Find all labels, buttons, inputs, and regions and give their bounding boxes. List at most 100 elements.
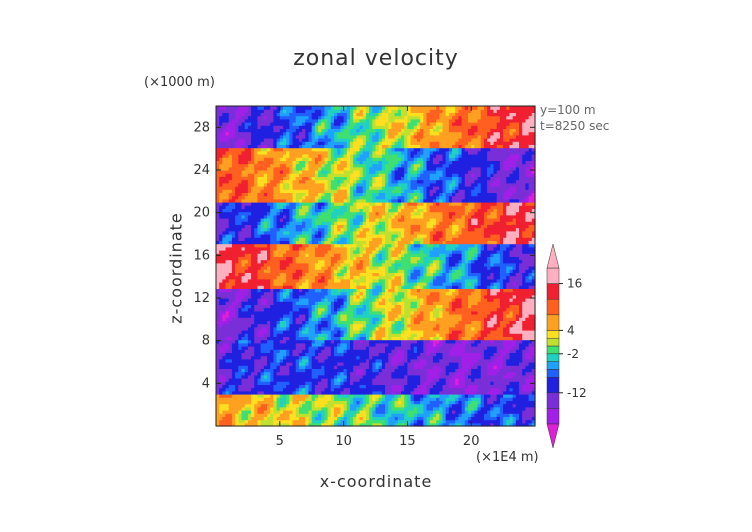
heatmap-cell: [286, 384, 290, 389]
heatmap-cell: [318, 266, 322, 270]
heatmap-cell: [318, 256, 322, 261]
heatmap-cell: [369, 144, 373, 149]
heatmap-cell: [260, 416, 265, 421]
heatmap-cell: [365, 371, 370, 376]
heatmap-cell: [359, 397, 364, 401]
heatmap-cell: [286, 285, 290, 289]
heatmap-cell: [267, 131, 271, 136]
heatmap-cell: [219, 368, 223, 373]
heatmap-cell: [372, 310, 377, 315]
heatmap-cell: [244, 227, 249, 232]
heatmap-cell: [225, 288, 230, 293]
heatmap-cell: [353, 109, 357, 113]
heatmap-cell: [314, 333, 319, 337]
heatmap-cell: [302, 122, 306, 126]
heatmap-cell: [314, 227, 319, 232]
heatmap-cell: [260, 266, 265, 270]
heatmap-cell: [356, 166, 361, 171]
heatmap-cell: [219, 266, 223, 270]
heatmap-cell: [270, 410, 275, 414]
heatmap-cell: [330, 214, 335, 219]
heatmap-cell: [238, 118, 243, 123]
heatmap-cell: [247, 294, 252, 299]
heatmap-cell: [254, 419, 259, 424]
heatmap-cell: [263, 358, 268, 363]
heatmap-cell: [324, 160, 329, 165]
heatmap-cell: [292, 355, 297, 360]
heatmap-cell: [279, 419, 284, 424]
heatmap-cell: [286, 163, 290, 168]
heatmap-cell: [346, 352, 351, 357]
heatmap-cell: [216, 154, 220, 158]
heatmap-cell: [244, 304, 249, 309]
heatmap-cell: [238, 202, 243, 206]
heatmap-cell: [311, 285, 316, 289]
heatmap-cell: [337, 285, 342, 289]
heatmap-cell: [372, 170, 377, 174]
heatmap-cell: [365, 166, 370, 171]
heatmap-cell: [251, 285, 255, 289]
heatmap-cell: [343, 170, 348, 174]
heatmap-cell: [231, 291, 236, 296]
heatmap-cell: [330, 141, 335, 145]
heatmap-cell: [308, 323, 313, 328]
heatmap-cell: [349, 349, 354, 353]
heatmap-cell: [369, 410, 373, 414]
heatmap-cell: [302, 301, 306, 305]
heatmap-cell: [295, 320, 300, 325]
heatmap-cell: [216, 266, 220, 270]
heatmap-cell: [270, 118, 275, 123]
heatmap-cell: [257, 294, 262, 299]
heatmap-cell: [289, 278, 294, 283]
heatmap-cell: [369, 214, 373, 219]
heatmap-cell: [251, 394, 255, 398]
heatmap-cell: [263, 173, 268, 177]
heatmap-cell: [305, 275, 310, 280]
heatmap-cell: [251, 413, 255, 417]
heatmap-cell: [286, 355, 290, 360]
heatmap-cell: [305, 182, 310, 187]
heatmap-cell: [314, 198, 319, 203]
heatmap-cell: [286, 368, 290, 373]
heatmap-cell: [267, 397, 271, 401]
heatmap-cell: [238, 371, 243, 376]
heatmap-cell: [273, 182, 278, 187]
heatmap-cell: [372, 406, 377, 411]
heatmap-cell: [314, 205, 319, 209]
heatmap-cell: [369, 147, 373, 152]
heatmap-cell: [340, 352, 345, 357]
heatmap-cell: [257, 118, 262, 123]
heatmap-cell: [286, 413, 290, 417]
heatmap-cell: [302, 278, 306, 283]
heatmap-cell: [263, 381, 268, 385]
heatmap-cell: [353, 387, 357, 392]
heatmap-cell: [260, 214, 265, 219]
heatmap-cell: [235, 150, 239, 155]
heatmap-cell: [305, 186, 310, 190]
heatmap-cell: [295, 262, 300, 267]
heatmap-cell: [286, 253, 290, 257]
heatmap-cell: [305, 301, 310, 305]
heatmap-cell: [369, 422, 373, 427]
heatmap-cell: [263, 294, 268, 299]
heatmap-cell: [359, 336, 364, 341]
heatmap-cell: [260, 422, 265, 427]
heatmap-cell: [362, 227, 367, 232]
heatmap-cell: [263, 134, 268, 139]
heatmap-cell: [311, 131, 316, 136]
heatmap-cell: [365, 202, 370, 206]
heatmap-cell: [292, 198, 297, 203]
heatmap-cell: [235, 310, 239, 315]
heatmap-cell: [235, 157, 239, 161]
heatmap-cell: [305, 410, 310, 414]
heatmap-cell: [305, 118, 310, 123]
heatmap-cell: [311, 419, 316, 424]
heatmap-cell: [270, 211, 275, 216]
heatmap-cell: [356, 410, 361, 414]
heatmap-cell: [238, 192, 243, 197]
heatmap-cell: [238, 112, 243, 117]
heatmap-cell: [365, 211, 370, 216]
heatmap-cell: [359, 240, 364, 245]
heatmap-cell: [308, 349, 313, 353]
heatmap-cell: [308, 195, 313, 200]
